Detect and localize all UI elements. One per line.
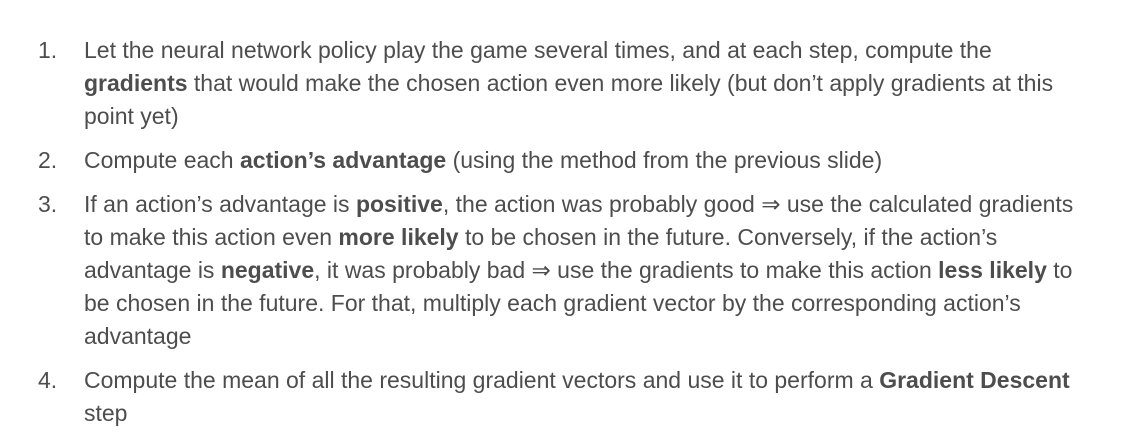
step-number: 4. (38, 367, 58, 393)
step-text-emphasis: positive (355, 191, 443, 217)
step-text-segment: to be chosen in the future. Conversely, … (84, 224, 998, 283)
step-item: 3. If an action’s advantage is positive,… (38, 188, 1098, 353)
step-text-segment: that would make the chosen action even m… (84, 70, 1054, 129)
step-text-segment: , the action was probably good ⇒ use the… (84, 191, 1074, 250)
step-text-segment: to be chosen in the future. For that, mu… (84, 257, 1073, 349)
step-text-emphasis: negative (220, 257, 315, 283)
step-number: 1. (38, 37, 58, 63)
step-text-emphasis: gradients (84, 70, 188, 96)
step-number: 2. (38, 147, 58, 173)
step-text-emphasis: more likely (338, 224, 459, 250)
numbered-step-list: 1. Let the neural network policy play th… (38, 34, 1098, 430)
step-text: Compute the mean of all the resulting gr… (84, 364, 1098, 430)
step-text-segment: Let the neural network policy play the g… (84, 37, 992, 63)
step-text: Compute each action’s advantage (using t… (84, 144, 1098, 177)
step-item: 2. Compute each action’s advantage (usin… (38, 144, 1098, 177)
step-text-segment: (using the method from the previous slid… (446, 147, 883, 173)
step-text-segment: Compute the mean of all the resulting gr… (84, 367, 880, 393)
step-text-emphasis: less likely (938, 257, 1047, 283)
step-text-segment: step (84, 400, 128, 426)
step-text-emphasis: Gradient Descent (879, 367, 1070, 393)
step-text: Let the neural network policy play the g… (84, 34, 1098, 133)
step-text-emphasis: action’s advantage (239, 147, 447, 173)
step-item: 4. Compute the mean of all the resulting… (38, 364, 1098, 430)
step-text: If an action’s advantage is positive, th… (84, 188, 1098, 353)
step-number: 3. (38, 191, 58, 217)
step-text-segment: Compute each (84, 147, 240, 173)
step-text-segment: If an action’s advantage is (84, 191, 356, 217)
step-item: 1. Let the neural network policy play th… (38, 34, 1098, 133)
step-text-segment: , it was probably bad ⇒ use the gradient… (314, 257, 939, 283)
